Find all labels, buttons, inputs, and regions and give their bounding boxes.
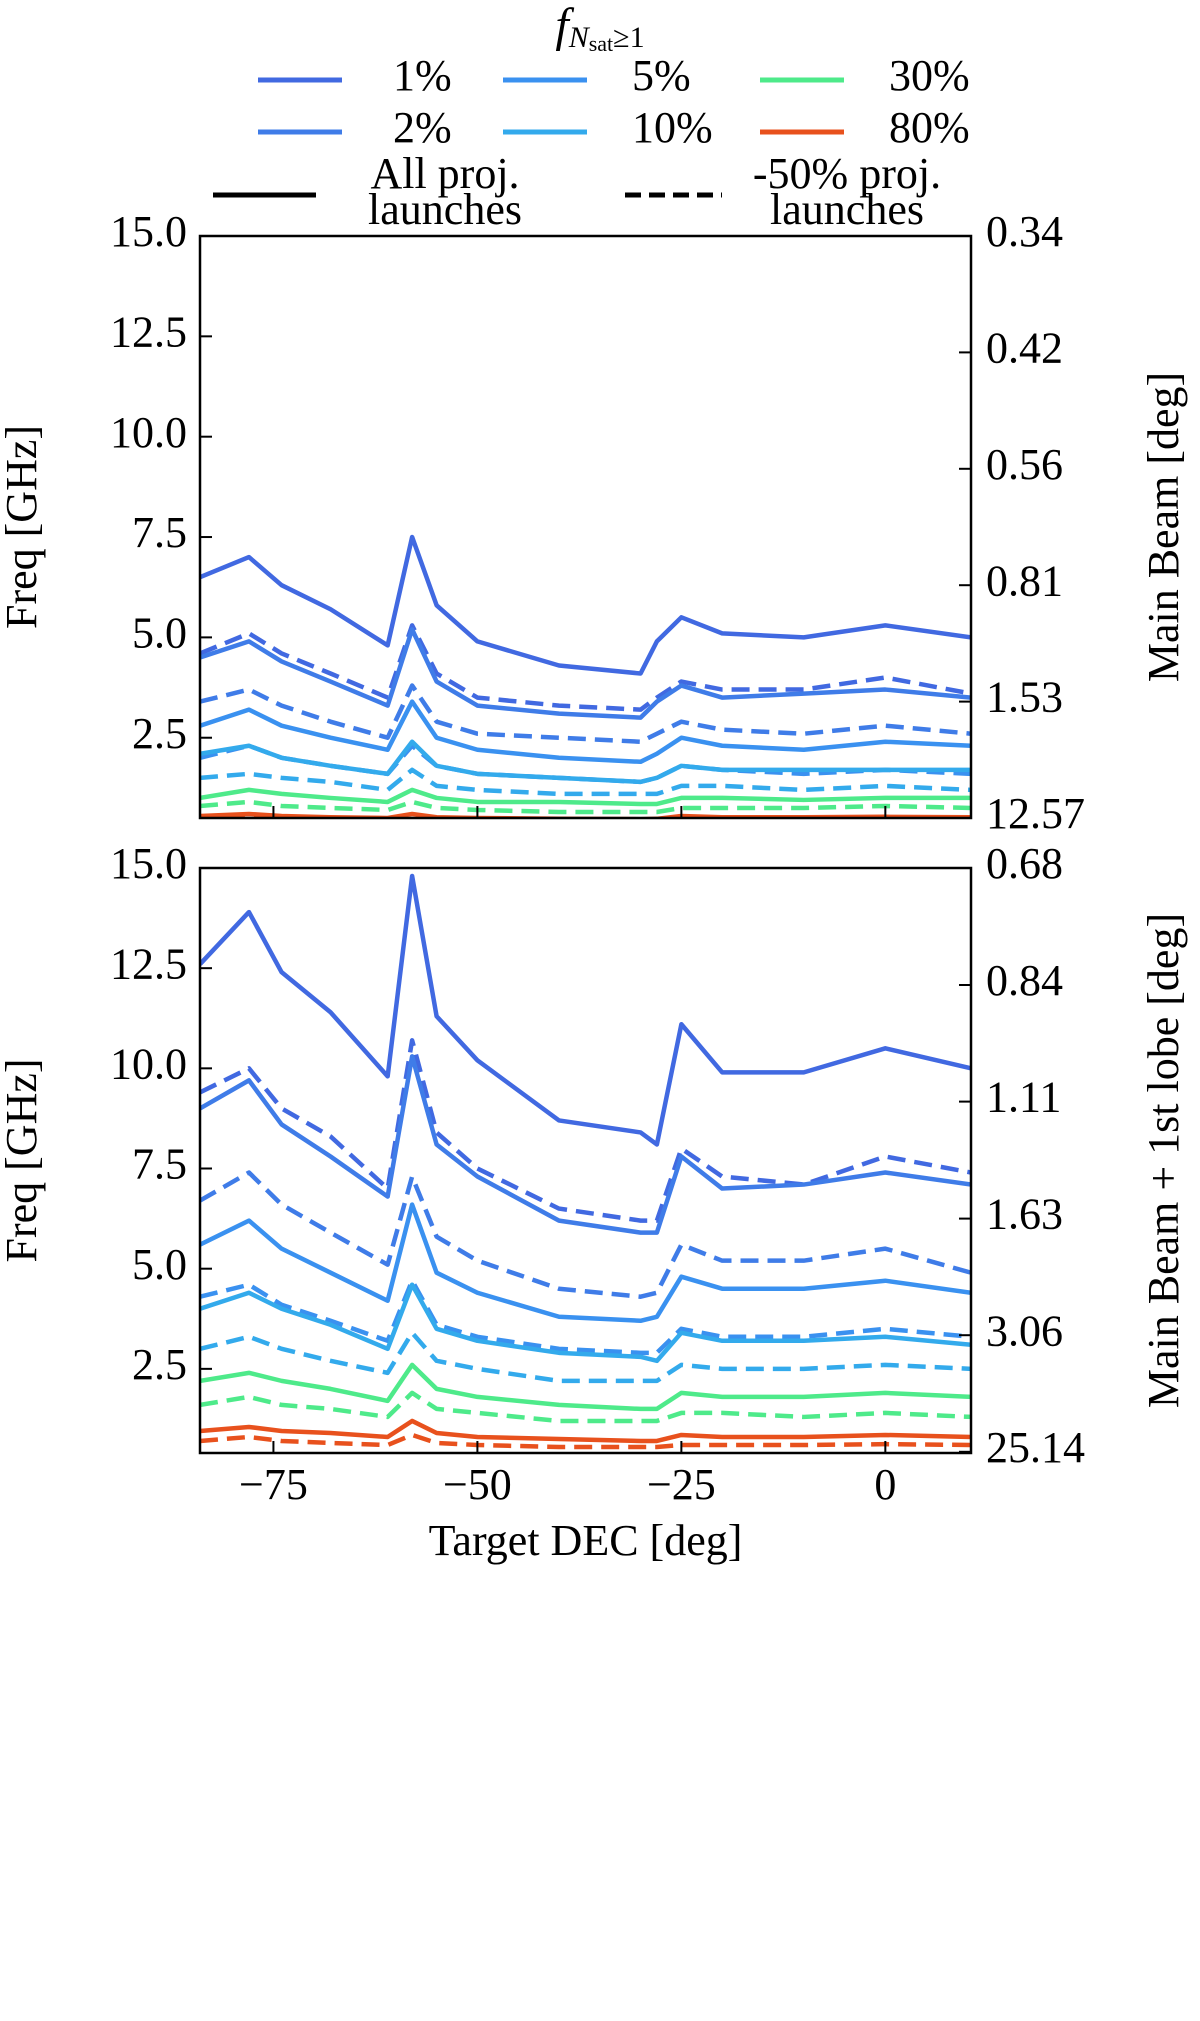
series-line xyxy=(200,1202,971,1324)
y2-tick-label: 0.56 xyxy=(986,440,1063,489)
y-axis-label: Freq [GHz] xyxy=(0,1058,46,1262)
y-axis-label: Freq [GHz] xyxy=(0,425,46,629)
legend-title: fNsat≥1 xyxy=(555,0,644,56)
plot-area xyxy=(200,534,971,818)
y2-tick-label: 1.63 xyxy=(986,1190,1063,1239)
series-line xyxy=(200,739,971,785)
series-line xyxy=(200,1418,971,1444)
y2-tick-label: 0.84 xyxy=(986,956,1063,1005)
y-tick-label: 7.5 xyxy=(132,508,187,557)
legend-label: 5% xyxy=(632,51,691,100)
y2-tick-label: 3.06 xyxy=(986,1306,1063,1355)
x-tick-label: −75 xyxy=(239,1460,308,1509)
legend-label: 2% xyxy=(393,103,452,152)
series-line xyxy=(200,787,971,807)
legend-style-label: All proj. xyxy=(370,149,519,198)
y-tick-label: 10.0 xyxy=(110,408,187,457)
y-tick-label: 2.5 xyxy=(132,709,187,758)
series-line xyxy=(200,1282,971,1364)
legend-style-label: launches xyxy=(770,185,924,234)
series-line xyxy=(200,623,971,712)
y-tick-label: 15.0 xyxy=(110,207,187,256)
legend-label: 80% xyxy=(889,103,970,152)
legend-label: 1% xyxy=(393,51,452,100)
series-line xyxy=(200,1170,971,1299)
y-tick-label: 12.5 xyxy=(110,939,187,988)
legend-style-label: launches xyxy=(368,185,522,234)
legend-style-label: -50% proj. xyxy=(753,149,941,198)
y2-tick-label: 25.14 xyxy=(986,1423,1085,1472)
series-line xyxy=(200,873,971,1147)
y2-tick-label: 1.53 xyxy=(986,673,1063,722)
series-line xyxy=(200,1038,971,1223)
series-line xyxy=(200,1390,971,1424)
series-line xyxy=(200,767,971,797)
y-tick-label: 15.0 xyxy=(110,839,187,888)
series-line xyxy=(200,1362,971,1412)
y-tick-label: 2.5 xyxy=(132,1340,187,1389)
y2-tick-label: 0.68 xyxy=(986,839,1063,888)
x-tick-label: −50 xyxy=(443,1460,512,1509)
y2-tick-label: 12.57 xyxy=(986,789,1085,838)
y2-tick-label: 0.34 xyxy=(986,207,1063,256)
plot-frame xyxy=(198,234,973,820)
series-line xyxy=(200,683,971,744)
series-line xyxy=(200,1278,971,1356)
series-line xyxy=(200,534,971,676)
x-tick-label: 0 xyxy=(874,1460,896,1509)
y-tick-label: 10.0 xyxy=(110,1039,187,1088)
legend-title-subscript: N xyxy=(568,21,591,54)
legend-title-condition: ≥1 xyxy=(613,21,644,54)
y2-axis-label: Main Beam + 1st lobe [deg] xyxy=(1139,913,1188,1408)
series-line xyxy=(200,1054,971,1235)
y2-tick-label: 1.11 xyxy=(986,1073,1061,1122)
legend-label: 30% xyxy=(889,51,970,100)
series-line xyxy=(200,699,971,765)
series-line xyxy=(200,627,971,720)
y2-tick-label: 0.42 xyxy=(986,323,1063,372)
y-tick-label: 5.0 xyxy=(132,1240,187,1289)
y2-tick-label: 0.81 xyxy=(986,556,1063,605)
legend-label: 10% xyxy=(632,103,713,152)
legend-title-subsubscript: sat xyxy=(589,31,613,56)
y-tick-label: 12.5 xyxy=(110,307,187,356)
y-tick-label: 7.5 xyxy=(132,1140,187,1189)
plot-area xyxy=(200,873,971,1450)
y2-axis-label: Main Beam [deg] xyxy=(1139,372,1188,682)
x-tick-label: −25 xyxy=(647,1460,716,1509)
plot-frame xyxy=(198,866,973,1455)
x-axis-label: Target DEC [deg] xyxy=(429,1516,743,1565)
series-line xyxy=(200,1330,971,1384)
y-tick-label: 5.0 xyxy=(132,608,187,657)
